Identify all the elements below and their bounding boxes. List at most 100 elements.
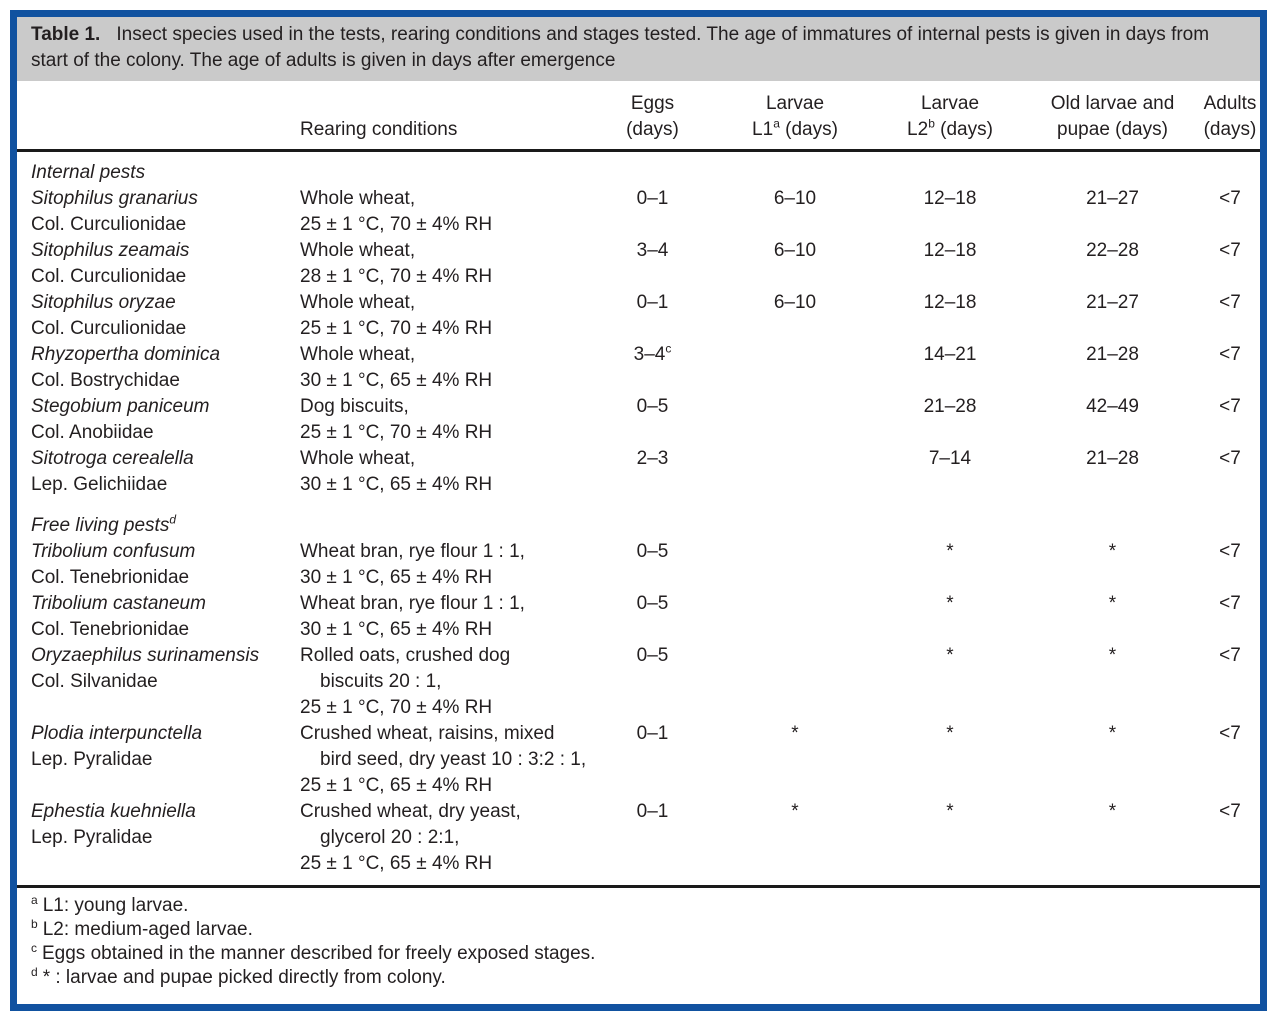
larvae-l1-value [715, 591, 875, 643]
rearing-conditions-cell: Whole wheat, 30 ± 1 °C, 65 ± 4% RH [300, 342, 590, 394]
header-eggs: Eggs (days) [590, 91, 715, 152]
adults-value: <7 [1219, 396, 1241, 417]
species-name: Oryzaephilus surinamensis [31, 645, 260, 666]
rearing-line: Dog biscuits, [300, 396, 409, 417]
larvae-l2-value: 14–21 [923, 344, 977, 365]
adults-value: <7 [1219, 448, 1241, 469]
species-cell: Tribolium castaneum Col. Tenebrionidae [17, 591, 300, 643]
header-larvae-l1: Larvae L1a (days) [715, 91, 875, 152]
footnote: a L1: young larvae. [31, 894, 1246, 918]
table-caption: Table 1. Insect species used in the tests… [17, 17, 1260, 81]
rearing-line: Whole wheat, [300, 188, 416, 209]
species-cell: Ephestia kuehniella Lep. Pyralidae [17, 799, 300, 877]
footnote-marker-b-ref: b [928, 116, 935, 131]
larvae-l1-value: * [791, 723, 799, 744]
table-row: Rhyzopertha dominica Col. Bostrychidae Who… [17, 342, 1260, 394]
old-larvae-pupae-value: * [1108, 541, 1117, 562]
larvae-l1-value [715, 446, 875, 498]
old-larvae-pupae-value: * [1108, 801, 1117, 822]
footnote-text: L1: young larvae. [42, 895, 189, 916]
rearing-conditions-cell: Crushed wheat, raisins, mixed bird seed, … [300, 721, 590, 799]
species-cell: Oryzaephilus surinamensis Col. Silvanidae [17, 643, 300, 721]
larvae-l2-value: * [946, 645, 954, 666]
section-title: Free living pestsd [31, 512, 177, 536]
old-larvae-pupae-value: 21–28 [1086, 344, 1139, 365]
rearing-line: 25 ± 1 °C, 65 ± 4% RH [300, 853, 493, 874]
footnote-marker-c-ref: c [665, 341, 672, 356]
larvae-l2-value: 12–18 [923, 292, 977, 313]
rearing-line: 30 ± 1 °C, 65 ± 4% RH [300, 474, 493, 495]
adults-value: <7 [1219, 292, 1241, 313]
old-larvae-pupae-value: 22–28 [1086, 240, 1139, 261]
eggs-value: 0–5 [636, 593, 669, 614]
eggs-value: 0–1 [636, 292, 669, 313]
adults-value: <7 [1219, 541, 1241, 562]
eggs-value: 0–1 [636, 801, 669, 822]
table-body: Internal pests Sitophilus granarius Col. C… [17, 151, 1260, 886]
larvae-l1-value: 6–10 [773, 292, 817, 313]
species-cell: Sitophilus granarius Col. Curculionidae [17, 186, 300, 238]
old-larvae-pupae-value: 21–27 [1086, 188, 1139, 209]
larvae-l1-value [715, 539, 875, 591]
eggs-value: 0–1 [636, 723, 669, 744]
species-name: Sitophilus granarius [31, 188, 198, 209]
species-name: Tribolium castaneum [31, 593, 206, 614]
rearing-line: glycerol 20 : 2:1, [320, 827, 460, 848]
species-family: Lep. Pyralidae [31, 749, 153, 770]
rearing-line: bird seed, dry yeast 10 : 3:2 : 1, [320, 749, 587, 770]
old-larvae-pupae-value: * [1108, 723, 1117, 744]
eggs-value: 3–4 [636, 240, 669, 261]
rearing-line: 28 ± 1 °C, 70 ± 4% RH [300, 266, 493, 287]
header-rearing: Rearing conditions [300, 91, 590, 152]
larvae-l1-value: 6–10 [773, 188, 817, 209]
footnote-marker-c: c [31, 940, 37, 955]
larvae-l2-value: 12–18 [923, 240, 977, 261]
larvae-l2-value: * [946, 723, 954, 744]
adults-value: <7 [1219, 240, 1241, 261]
rearing-line: Crushed wheat, raisins, mixed [300, 723, 555, 744]
species-family: Col. Tenebrionidae [31, 567, 190, 588]
rearing-line: Rolled oats, crushed dog [300, 645, 511, 666]
species-family: Col. Curculionidae [31, 266, 187, 287]
species-family: Col. Bostrychidae [31, 370, 180, 391]
rearing-line: Wheat bran, rye flour 1 : 1, [300, 593, 525, 614]
species-cell: Plodia interpunctella Lep. Pyralidae [17, 721, 300, 799]
larvae-l2-value: 21–28 [923, 396, 977, 417]
species-name: Tribolium confusum [31, 541, 196, 562]
footnote-marker-d-ref: d [169, 512, 177, 527]
table-row: Oryzaephilus surinamensis Col. Silvanidae… [17, 643, 1260, 721]
rearing-line: Whole wheat, [300, 240, 416, 261]
table-caption-text: Insect species used in the tests, rearin… [31, 24, 1210, 71]
species-name: Sitotroga cerealella [31, 448, 194, 469]
old-larvae-pupae-value: 21–27 [1086, 292, 1139, 313]
table-caption-label: Table 1. [31, 24, 101, 45]
species-name: Plodia interpunctella [31, 723, 203, 744]
table-row: Stegobium paniceum Col. Anobiidae Dog bisc… [17, 394, 1260, 446]
footnote-marker-a: a [31, 892, 38, 907]
old-larvae-pupae-value: * [1108, 593, 1117, 614]
rearing-line: 25 ± 1 °C, 65 ± 4% RH [300, 775, 493, 796]
larvae-l2-value: * [946, 593, 954, 614]
rearing-line: 30 ± 1 °C, 65 ± 4% RH [300, 567, 493, 588]
table-row: Sitotroga cerealella Lep. Gelichiidae Whol… [17, 446, 1260, 498]
larvae-l2-value: * [946, 801, 954, 822]
larvae-l2-value: 7–14 [928, 448, 972, 469]
adults-value: <7 [1219, 188, 1241, 209]
spacer-cell [17, 877, 1260, 885]
species-family: Lep. Pyralidae [31, 827, 153, 848]
rearing-conditions-cell: Rolled oats, crushed dog biscuits 20 : 1,… [300, 643, 590, 721]
rearing-line: Whole wheat, [300, 292, 416, 313]
larvae-l1-value [715, 342, 875, 394]
header-adults: Adults (days) [1200, 91, 1260, 152]
rearing-line: 25 ± 1 °C, 70 ± 4% RH [300, 422, 493, 443]
adults-value: <7 [1219, 344, 1241, 365]
rearing-conditions-cell: Whole wheat, 30 ± 1 °C, 65 ± 4% RH [300, 446, 590, 498]
rearing-line: 25 ± 1 °C, 70 ± 4% RH [300, 697, 493, 718]
rearing-conditions-cell: Crushed wheat, dry yeast, glycerol 20 : 2… [300, 799, 590, 877]
species-cell: Rhyzopertha dominica Col. Bostrychidae [17, 342, 300, 394]
table-row: Tribolium confusum Col. Tenebrionidae Whea… [17, 539, 1260, 591]
rearing-conditions-cell: Wheat bran, rye flour 1 : 1, 30 ± 1 °C, 6… [300, 539, 590, 591]
table-bottom-spacer [17, 877, 1260, 885]
table-frame: Table 1. Insect species used in the tests… [10, 10, 1267, 1011]
table-header: Rearing conditions Eggs (days) Larvae L1… [17, 91, 1260, 152]
